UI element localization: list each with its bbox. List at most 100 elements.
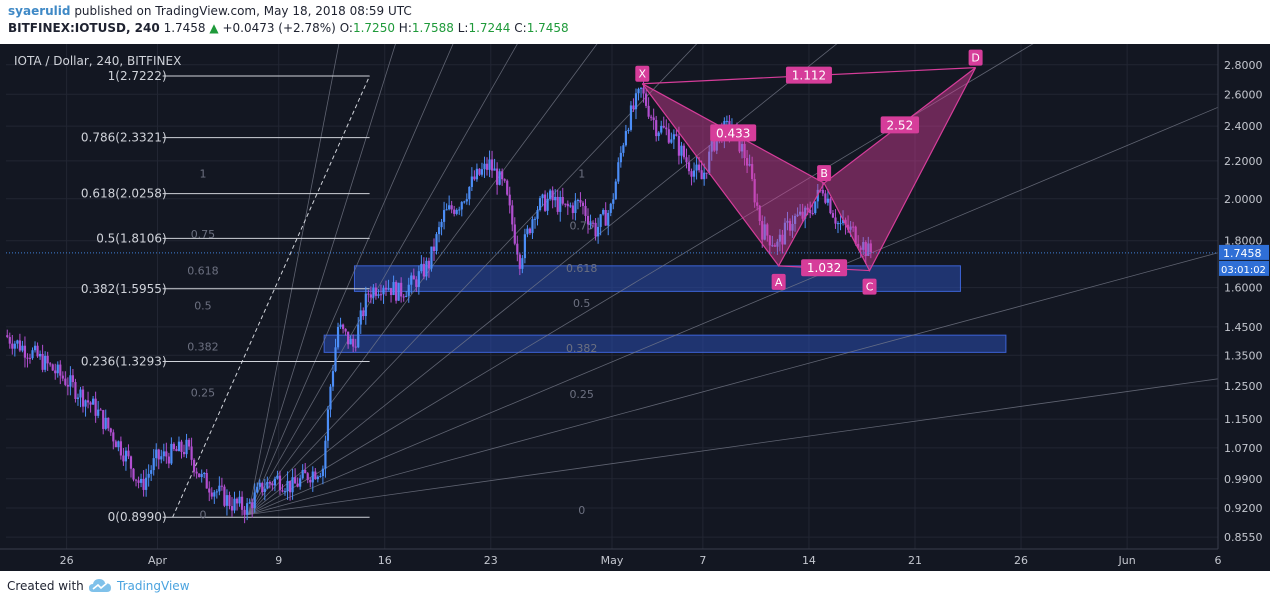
candle-body [465, 199, 468, 202]
price-tick-label: 2.4000 [1224, 120, 1263, 133]
candle-body [844, 219, 847, 225]
candle-body [839, 223, 842, 225]
price-tick-label: 0.9900 [1224, 473, 1263, 486]
candle-body [591, 222, 595, 224]
candle-body [740, 143, 744, 152]
candle-body [114, 441, 117, 448]
price-tick-label: 1.6000 [1224, 282, 1263, 295]
ratio-label-box [785, 66, 832, 84]
candle-body [766, 224, 769, 236]
price-tick-label: 1.4500 [1224, 321, 1263, 334]
price-change: +0.0473 (+2.78%) [222, 21, 336, 35]
high-value: 1.7588 [411, 21, 454, 35]
candle-body [763, 224, 766, 240]
footer: Created with TradingView [0, 571, 1270, 605]
fib-level-label: 0.236(1.3293) [81, 354, 167, 368]
candle-body [753, 179, 756, 203]
candle-body [137, 480, 140, 483]
candle-body [468, 186, 471, 200]
ratio-label-box [880, 116, 920, 134]
candle-body [326, 409, 330, 441]
fib-fan-label: 1 [199, 168, 206, 181]
candle-body [122, 455, 125, 462]
price-tick-label: 1.2500 [1224, 380, 1263, 393]
price-tick-label: 0.9200 [1224, 502, 1263, 515]
candle-body [675, 134, 678, 136]
candle-body [230, 506, 234, 511]
candle-body [708, 151, 711, 173]
candle-body [225, 495, 229, 506]
candle-body [773, 245, 776, 247]
up-arrow-icon: ▲ [209, 21, 219, 35]
candle-body [463, 201, 466, 203]
candle-body [150, 470, 153, 474]
candle-body [349, 338, 352, 345]
candle-body [31, 350, 34, 359]
candle-body [218, 485, 221, 492]
candle-body [74, 382, 77, 399]
point-label: A [775, 276, 783, 289]
candle-body [473, 176, 476, 180]
candle-body [316, 476, 319, 480]
candle-body [460, 202, 463, 210]
candle-body [44, 355, 47, 370]
candle-body [442, 210, 446, 222]
candle-body [382, 287, 385, 295]
countdown-label: 03:01:02 [1221, 265, 1266, 276]
candle-body [412, 275, 415, 280]
candle-body [561, 197, 564, 204]
candle-body [240, 496, 244, 510]
candle-body [387, 288, 390, 290]
candle-body [435, 234, 438, 252]
candle-body [551, 190, 554, 201]
candle-body [629, 105, 633, 130]
candle-body [359, 310, 362, 325]
candle-body [278, 475, 282, 491]
tradingview-brand[interactable]: TradingView [117, 579, 190, 593]
point-label-box [635, 65, 650, 82]
candle-body [23, 345, 27, 358]
candle-body [667, 129, 670, 143]
candle-body [834, 217, 837, 224]
candle-body [662, 125, 665, 128]
ratio-label-box [801, 259, 848, 277]
candle-body [543, 194, 547, 211]
candle-body [422, 263, 425, 277]
price-chart[interactable]: 1(2.7222) 0.786(2.3321) 0.618(2.0258) 0.5(1… [0, 44, 1270, 571]
ratio-label: 2.52 [886, 118, 913, 132]
candle-body [258, 482, 261, 487]
candle-body [698, 164, 701, 171]
candle-body [86, 400, 90, 403]
candle-body [283, 491, 287, 493]
fib-fan-line [248, 378, 1219, 515]
candle-body [639, 87, 643, 89]
point-label-box [968, 49, 983, 66]
candle-body [680, 145, 683, 156]
candle-body [273, 478, 277, 486]
candle-body [804, 207, 807, 219]
candle-body [198, 473, 201, 478]
created-with-text: Created with [7, 579, 84, 593]
candle-body [261, 482, 264, 493]
candle-body [634, 93, 638, 110]
candle-body [849, 226, 852, 230]
candle-body [13, 343, 16, 349]
candle-body [157, 449, 160, 460]
candle-body [743, 143, 746, 159]
candle-body [160, 456, 163, 460]
point-label: X [639, 68, 647, 81]
candle-body [574, 200, 577, 214]
candle-body [632, 105, 635, 110]
author-name[interactable]: syaerulid [8, 4, 71, 18]
candle-body [288, 480, 292, 493]
candle-body [51, 364, 54, 371]
candle-body [665, 127, 668, 130]
candle-body [425, 260, 428, 277]
candle-body [604, 209, 607, 226]
candle-body [334, 347, 337, 372]
candle-body [246, 503, 249, 515]
candle-body [490, 159, 494, 171]
fib-level-label: 0.786(2.3321) [81, 131, 167, 145]
candle-body [518, 254, 521, 269]
candle-body [682, 145, 686, 158]
